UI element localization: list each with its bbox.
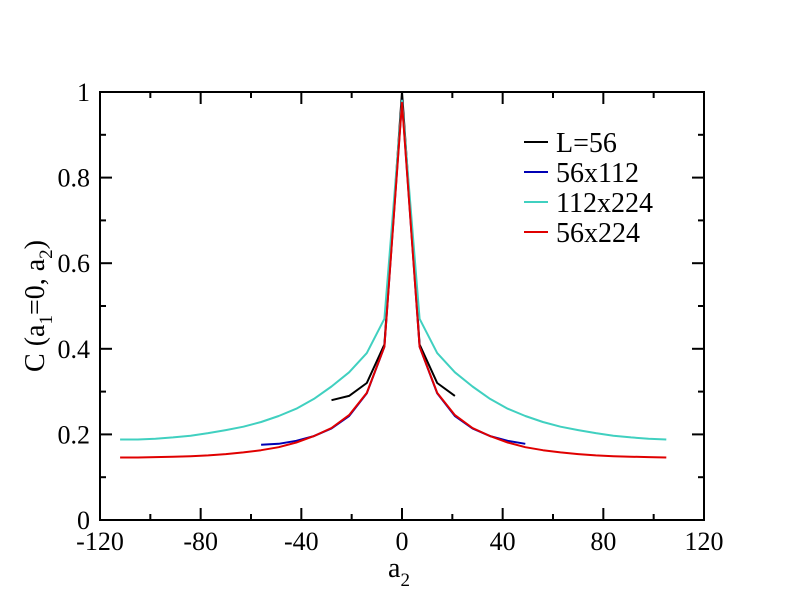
y-axis-label-sub-1: 1 — [36, 315, 57, 325]
x-tick-label: -120 — [76, 527, 124, 556]
legend-label-4: 56x224 — [556, 218, 640, 249]
series-line-3 — [120, 99, 667, 441]
x-axis-label: a2 — [388, 553, 410, 591]
y-axis-label-sub-2: 2 — [36, 249, 57, 259]
x-axis-label-main: a — [388, 553, 401, 584]
y-axis-label-part-3: ) — [20, 240, 51, 249]
x-tick-label: 120 — [685, 527, 724, 556]
y-tick-label: 0.4 — [58, 335, 91, 364]
y-axis-label: C (a1=0, a2) — [20, 240, 57, 372]
series-line-2 — [261, 99, 526, 446]
legend-label-3: 112x224 — [556, 188, 653, 219]
axis-ticks — [99, 91, 705, 521]
axis-tick-labels: -120 -80 -40 0 40 80 120 0 0.2 0.4 0.6 0.8 1 — [58, 78, 724, 556]
legend-label-1: L=56 — [556, 128, 617, 159]
x-tick-label: -40 — [284, 527, 319, 556]
y-axis-label-part-1: C (a — [20, 324, 51, 372]
y-tick-label: 0.2 — [58, 420, 91, 449]
y-tick-label: 0.8 — [58, 164, 91, 193]
x-axis-label-subscript: 2 — [400, 570, 410, 591]
legend-label-2: 56x112 — [556, 158, 639, 189]
y-tick-label: 1 — [77, 78, 90, 107]
y-axis-label-part-2: =0, a — [20, 258, 51, 315]
y-tick-label: 0.6 — [58, 249, 91, 278]
x-tick-label: 80 — [590, 527, 616, 556]
series-line-1 — [331, 91, 456, 402]
series-lines — [120, 91, 667, 459]
x-tick-label: 40 — [490, 527, 516, 556]
x-tick-label: 0 — [396, 527, 409, 556]
series-line-4 — [120, 101, 667, 459]
y-tick-label: 0 — [77, 506, 90, 535]
x-tick-label: -80 — [183, 527, 218, 556]
